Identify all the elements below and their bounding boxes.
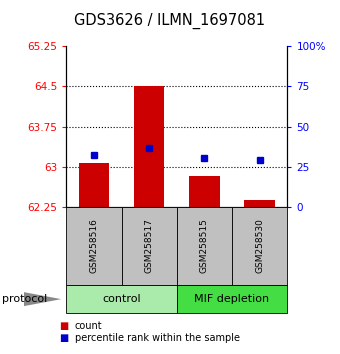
Bar [79, 163, 109, 207]
Text: percentile rank within the sample: percentile rank within the sample [75, 333, 240, 343]
Text: control: control [102, 294, 141, 304]
Text: GSM258517: GSM258517 [145, 218, 154, 274]
Bar [189, 177, 220, 207]
Text: GSM258515: GSM258515 [200, 218, 209, 274]
Text: protocol: protocol [2, 294, 47, 304]
Text: count: count [75, 321, 102, 331]
Bar [134, 86, 164, 207]
Text: GSM258516: GSM258516 [89, 218, 98, 274]
Text: GSM258530: GSM258530 [255, 218, 264, 274]
Polygon shape [24, 292, 61, 306]
Text: ■: ■ [59, 333, 69, 343]
Text: GDS3626 / ILMN_1697081: GDS3626 / ILMN_1697081 [74, 12, 266, 29]
Text: ■: ■ [59, 321, 69, 331]
Text: MIF depletion: MIF depletion [194, 294, 270, 304]
Bar [244, 200, 275, 207]
